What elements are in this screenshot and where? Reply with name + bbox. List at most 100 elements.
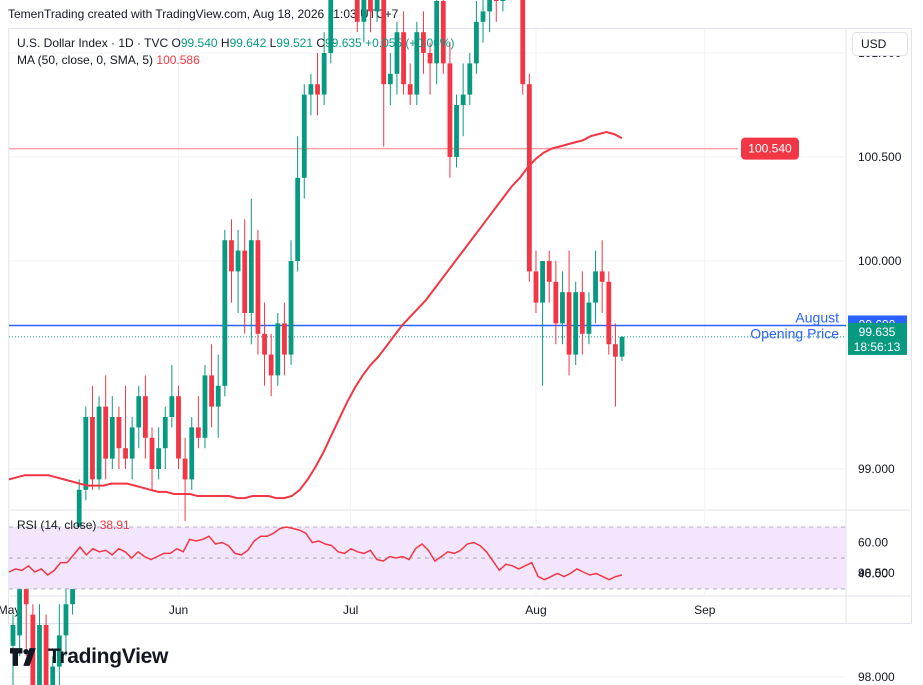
rsi-line xyxy=(8,526,623,581)
candle-body xyxy=(599,271,605,282)
candle-body xyxy=(262,333,267,355)
candle-body xyxy=(189,427,195,480)
tradingview-logo-icon xyxy=(10,648,36,666)
candle-body xyxy=(460,94,466,105)
candle-body xyxy=(540,261,545,303)
tradingview-logo[interactable]: TradingView xyxy=(10,645,168,669)
candle-body xyxy=(493,0,499,1)
candle-body xyxy=(374,0,380,12)
candle-body xyxy=(387,73,393,85)
candle-body xyxy=(407,84,413,95)
candle-body xyxy=(275,323,281,376)
candle-body xyxy=(90,417,95,480)
price-tick-label: 98.000 xyxy=(858,670,895,684)
close-label: C xyxy=(316,36,326,50)
hline-label-box xyxy=(741,137,799,160)
candle-body xyxy=(195,427,201,438)
candle-body xyxy=(282,323,287,355)
countdown-label: 18:56:13 xyxy=(854,340,901,354)
price-tick-label: 98.500 xyxy=(858,566,895,580)
low-label: L xyxy=(269,36,277,50)
candle-body xyxy=(301,94,307,178)
august-open-text-line2: Opening Price xyxy=(750,325,839,341)
candle-body xyxy=(149,437,155,469)
symbol-label: U.S. Dollar Index · 1D · TVC xyxy=(17,36,169,50)
open-label: O xyxy=(171,36,181,50)
candle-body xyxy=(553,281,559,324)
time-tick-label: Sep xyxy=(694,603,716,617)
candle-body xyxy=(586,302,592,334)
candle-body xyxy=(123,448,128,459)
candle-body xyxy=(202,375,208,438)
change-value: +0.055 (+0.06%) xyxy=(365,36,455,50)
ma-label: MA (50, close, 0, SMA, 5) xyxy=(17,53,154,67)
candle-body xyxy=(162,417,168,449)
price-tick-label: 100.000 xyxy=(858,254,902,268)
high-value: 99.642 xyxy=(229,36,267,50)
candle-body xyxy=(606,281,612,345)
candle-body xyxy=(454,105,459,157)
chart-frame xyxy=(8,28,912,624)
candle-body xyxy=(500,0,506,1)
candle-body xyxy=(447,63,453,157)
candle-body xyxy=(288,261,294,355)
close-value: 99.635 xyxy=(325,36,362,50)
price-tick-label: 100.500 xyxy=(858,150,902,164)
candle-body xyxy=(593,271,598,303)
candle-body xyxy=(414,32,420,95)
candle-body xyxy=(295,177,301,261)
candle-body xyxy=(361,0,367,22)
tradingview-wordmark: TradingView xyxy=(48,645,169,668)
candle-body xyxy=(182,458,188,480)
candle-body xyxy=(209,375,214,407)
time-tick-label: Jun xyxy=(169,603,188,617)
candle-body xyxy=(255,240,261,334)
candle-body xyxy=(109,417,115,459)
time-tick-label: Aug xyxy=(525,603,546,617)
last-price-label-box xyxy=(848,322,907,355)
rsi-value: 38.91 xyxy=(99,518,130,532)
candle-body xyxy=(242,250,248,313)
candle-body xyxy=(619,336,625,357)
candle-body xyxy=(129,427,135,459)
candle-body xyxy=(401,32,406,85)
candle-body xyxy=(229,240,234,272)
time-tick-label: May xyxy=(0,603,20,617)
candle-body xyxy=(50,666,56,685)
chart-credit: TemenTrading created with TradingView.co… xyxy=(8,7,399,21)
candle-body xyxy=(573,292,579,355)
candle-body xyxy=(487,0,493,12)
candle-body xyxy=(368,0,373,12)
hline-label: 100.540 xyxy=(748,142,792,156)
candle-body xyxy=(215,385,221,407)
candle-body xyxy=(440,1,446,64)
last-price-label: 99.635 xyxy=(859,325,896,339)
rsi-tick-label: 60.00 xyxy=(858,536,888,550)
candle-body xyxy=(116,417,122,449)
candle-body xyxy=(268,354,274,376)
candle-body xyxy=(394,32,400,74)
rsi-label: RSI (14, close) xyxy=(17,518,97,532)
candle-body xyxy=(222,240,228,386)
candle-body xyxy=(17,573,23,636)
candle-body xyxy=(37,625,42,685)
currency-button[interactable]: USD xyxy=(852,32,908,56)
candle-body xyxy=(434,1,440,64)
candle-body xyxy=(308,84,314,95)
august-open-text-line1: August xyxy=(795,309,839,325)
main-legend: U.S. Dollar Index · 1D · TVC O99.540 H99… xyxy=(17,35,454,69)
candle-body xyxy=(63,604,69,636)
candle-body xyxy=(248,240,254,313)
candle-body xyxy=(83,417,89,490)
candle-body xyxy=(526,84,532,272)
candle-body xyxy=(421,32,426,53)
rsi-legend: RSI (14, close) 38.91 xyxy=(17,518,130,532)
candle-body xyxy=(156,448,162,469)
candle-body xyxy=(474,21,479,64)
candle-body xyxy=(176,396,181,459)
candle-body xyxy=(56,635,62,667)
candle-body xyxy=(546,261,552,282)
candle-body xyxy=(76,489,82,563)
candle-body xyxy=(613,344,618,357)
